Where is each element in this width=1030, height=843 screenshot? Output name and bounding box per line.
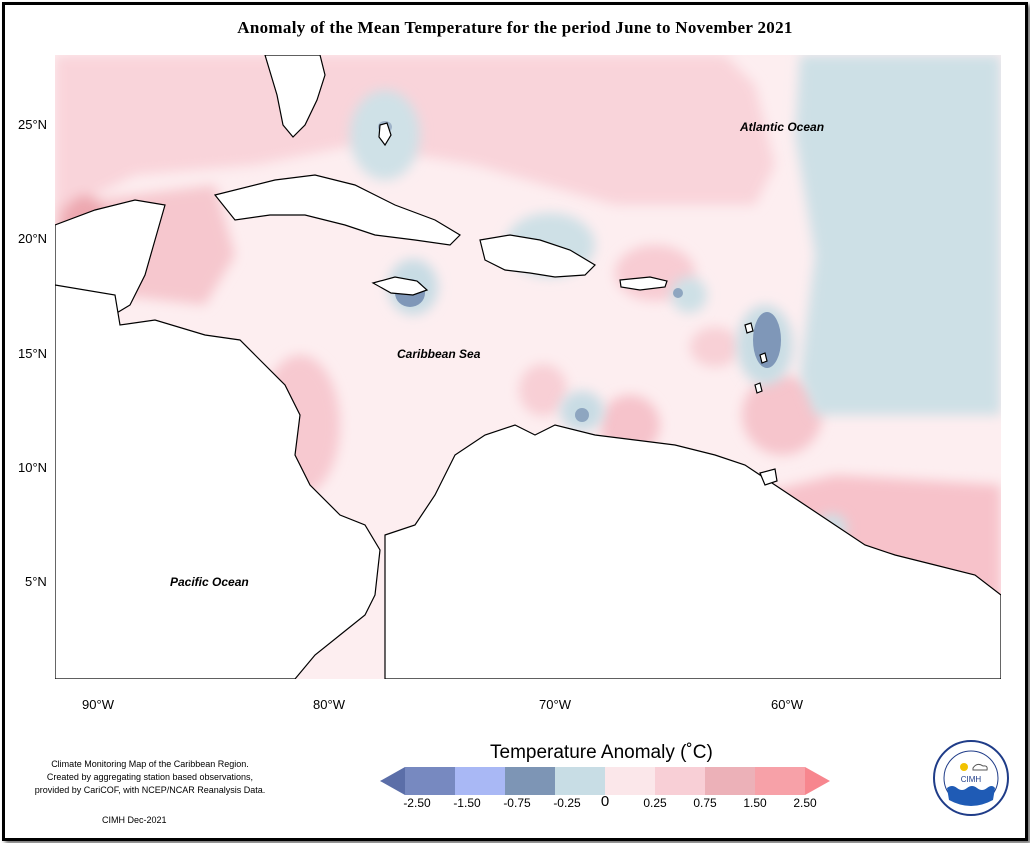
atlantic-ocean-label: Atlantic Ocean <box>740 120 825 134</box>
lat-label-5n: 5°N <box>25 574 47 589</box>
legend-swatch-1 <box>405 767 455 795</box>
legend-tick-7: 0.75 <box>693 796 717 810</box>
legend-min-arrow <box>380 767 405 795</box>
lesser-antilles-2 <box>759 352 768 364</box>
map-title: Anomaly of the Mean Temperature for the … <box>237 18 793 37</box>
credits-date: CIMH Dec-2021 <box>102 815 167 825</box>
lat-label-20n: 20°N <box>18 231 48 246</box>
lat-label-10n: 10°N <box>18 460 48 475</box>
legend-colorbar <box>380 767 830 795</box>
credits-text: Climate Monitoring Map of the Caribbean … <box>30 758 270 797</box>
lon-label-60w: 60°W <box>771 697 803 712</box>
legend-swatch-6 <box>655 767 705 795</box>
legend-swatch-2 <box>455 767 505 795</box>
florida <box>264 54 326 138</box>
lat-label-25n: 25°N <box>18 117 48 132</box>
logo-abbr: CIMH <box>961 775 982 784</box>
lat-label-15n: 15°N <box>18 346 48 361</box>
legend-tick-9: 2.50 <box>793 796 817 810</box>
legend-tick-1: -2.50 <box>403 796 431 810</box>
lesser-antilles-1 <box>744 322 754 334</box>
credits-line-1: Climate Monitoring Map of the Caribbean … <box>51 759 249 769</box>
anomaly-map <box>54 54 1002 680</box>
cuba <box>213 174 461 246</box>
central-america <box>54 284 381 680</box>
credits-line-2: Created by aggregating station based obs… <box>46 772 254 782</box>
sun-icon <box>960 763 968 771</box>
legend-title: Temperature Anomaly (˚C) <box>490 742 713 763</box>
cimh-logo: CIMH <box>933 740 1009 816</box>
legend-max-arrow <box>805 767 830 795</box>
cloud-icon <box>972 763 988 771</box>
legend-tick-3: -0.75 <box>503 796 531 810</box>
legend-swatch-7 <box>705 767 755 795</box>
legend-tick-5: 0 <box>600 793 610 810</box>
legend-swatch-5 <box>605 767 655 795</box>
legend-swatch-3 <box>505 767 555 795</box>
legend-tick-8: 1.50 <box>743 796 767 810</box>
legend-swatch-4 <box>555 767 605 795</box>
legend-tick-6: 0.25 <box>643 796 667 810</box>
land-masses <box>54 54 1002 680</box>
credits-line-3: provided by CariCOF, with NCEP/NCAR Rean… <box>34 785 266 795</box>
waves-icon <box>947 786 995 806</box>
bahamas <box>378 122 392 147</box>
caribbean-sea-label: Caribbean Sea <box>397 347 481 361</box>
legend-tick-4: -0.25 <box>553 796 581 810</box>
lon-label-70w: 70°W <box>539 697 571 712</box>
pacific-ocean-label: Pacific Ocean <box>170 575 249 589</box>
map-area <box>54 54 1002 680</box>
jamaica <box>371 276 429 296</box>
legend-swatch-8 <box>755 767 805 795</box>
hispaniola <box>479 234 596 278</box>
lon-label-90w: 90°W <box>82 697 114 712</box>
lon-label-80w: 80°W <box>313 697 345 712</box>
lesser-antilles-3 <box>754 382 763 394</box>
puerto-rico <box>619 276 668 291</box>
trinidad <box>759 468 778 486</box>
south-america <box>384 424 1002 680</box>
legend-tick-2: -1.50 <box>453 796 481 810</box>
